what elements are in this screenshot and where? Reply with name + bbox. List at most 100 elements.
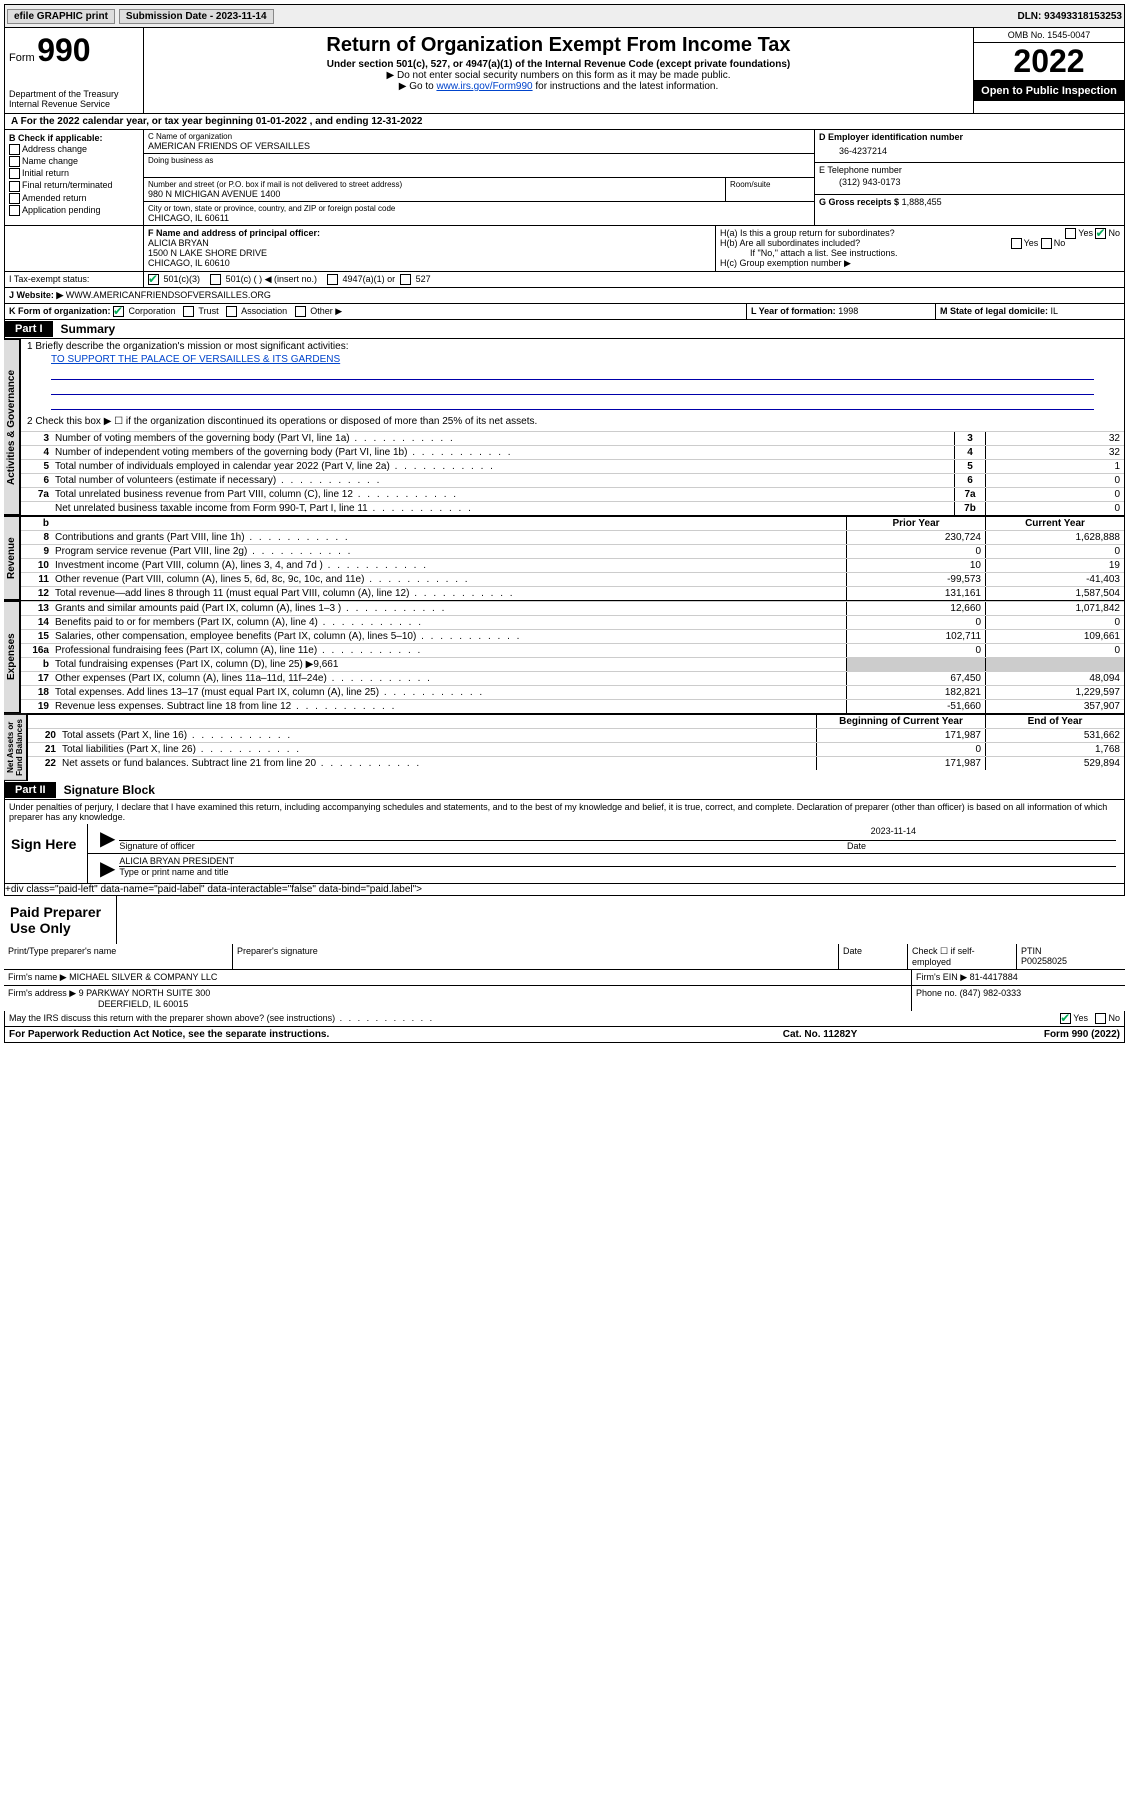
section-a: A For the 2022 calendar year, or tax yea… — [4, 114, 1125, 130]
paid-preparer: +div class="paid-left" data-name="paid-l… — [4, 884, 1125, 896]
part2-label: Part II — [5, 782, 56, 798]
chk-4947[interactable] — [327, 274, 338, 285]
h-name: Print/Type preparer's name — [4, 944, 233, 969]
vtab-governance: Activities & Governance — [4, 339, 20, 515]
efile-button[interactable]: efile GRAPHIC print — [7, 9, 115, 24]
officer-addr1: 1500 N LAKE SHORE DRIVE — [148, 248, 711, 258]
open-public: Open to Public Inspection — [974, 81, 1124, 101]
chk-other[interactable] — [295, 306, 306, 317]
m-val: IL — [1051, 306, 1059, 316]
chk-pending[interactable] — [9, 205, 20, 216]
dept-treasury: Department of the Treasury Internal Reve… — [9, 89, 139, 109]
hdr-prior: Prior Year — [846, 517, 985, 530]
summary-line: 12Total revenue—add lines 8 through 11 (… — [21, 586, 1124, 600]
chk-trust[interactable] — [183, 306, 194, 317]
summary-line: 4Number of independent voting members of… — [21, 445, 1124, 459]
l-label: L Year of formation: — [751, 306, 836, 316]
phone: (312) 943-0173 — [819, 175, 1120, 189]
firm-name-label: Firm's name ▶ — [8, 972, 67, 982]
ha: H(a) Is this a group return for subordin… — [720, 228, 1120, 238]
mission-line — [51, 367, 1094, 380]
summary-line: 7aTotal unrelated business revenue from … — [21, 487, 1124, 501]
type-label: Type or print name and title — [119, 867, 1116, 877]
officer-name: ALICIA BRYAN — [148, 238, 711, 248]
summary-line: 3Number of voting members of the governi… — [21, 431, 1124, 445]
firm-ein-label: Firm's EIN ▶ — [916, 972, 967, 982]
footer-mid: Cat. No. 11282Y — [720, 1029, 920, 1040]
l-val: 1998 — [838, 306, 858, 316]
summary-line: 11Other revenue (Part VIII, column (A), … — [21, 572, 1124, 586]
summary-line: 8Contributions and grants (Part VIII, li… — [21, 530, 1124, 544]
m-label: M State of legal domicile: — [940, 306, 1048, 316]
chk-name[interactable] — [9, 156, 20, 167]
governance-block: Activities & Governance 1 Briefly descri… — [4, 339, 1125, 516]
j-label: J Website: ▶ — [9, 290, 63, 300]
summary-line: 15Salaries, other compensation, employee… — [21, 629, 1124, 643]
header-right: OMB No. 1545-0047 2022 Open to Public In… — [973, 28, 1124, 113]
irs-link[interactable]: www.irs.gov/Form990 — [436, 81, 532, 92]
vtab-expenses: Expenses — [4, 601, 20, 713]
h-ptin: PTIN — [1021, 946, 1121, 956]
mission-line — [51, 382, 1094, 395]
ha-yes[interactable] — [1065, 228, 1076, 239]
mission-line — [51, 397, 1094, 410]
chk-amended[interactable] — [9, 193, 20, 204]
gross-label: G Gross receipts $ — [819, 197, 899, 207]
officer-name-title: ALICIA BRYAN PRESIDENT — [119, 856, 1116, 867]
h-date: Date — [839, 944, 908, 969]
sig-date: 2023-11-14 — [119, 826, 1116, 841]
form-header: Form 990 Department of the Treasury Inte… — [4, 28, 1125, 114]
officer-addr2: CHICAGO, IL 60610 — [148, 258, 711, 268]
firm-addr-label: Firm's address ▶ — [8, 988, 76, 998]
summary-line: 20Total assets (Part X, line 16)171,9875… — [28, 728, 1124, 742]
line-i: I Tax-exempt status: 501(c)(3) 501(c) ( … — [4, 272, 1125, 288]
revenue-block: Revenue b Prior Year Current Year 8Contr… — [4, 516, 1125, 601]
chk-address[interactable] — [9, 144, 20, 155]
summary-line: 9Program service revenue (Part VIII, lin… — [21, 544, 1124, 558]
header-mid: Return of Organization Exempt From Incom… — [144, 28, 973, 113]
line-k: K Form of organization: Corporation Trus… — [4, 304, 1125, 320]
gross-receipts: 1,888,455 — [902, 197, 942, 207]
date-label: Date — [847, 841, 866, 851]
h-check: Check ☐ if self-employed — [908, 944, 1017, 969]
line-j: J Website: ▶ WWW.AMERICANFRIENDSOFVERSAI… — [4, 288, 1125, 304]
arrow-icon: ▶ — [96, 856, 119, 881]
discuss-no[interactable] — [1095, 1013, 1106, 1024]
summary-line: 16aProfessional fundraising fees (Part I… — [21, 643, 1124, 657]
hb-yes[interactable] — [1011, 238, 1022, 249]
chk-501c3[interactable] — [148, 274, 159, 285]
chk-assoc[interactable] — [226, 306, 237, 317]
chk-527[interactable] — [400, 274, 411, 285]
hb-no[interactable] — [1041, 238, 1052, 249]
top-bar: efile GRAPHIC print Submission Date - 20… — [4, 4, 1125, 28]
chk-final[interactable] — [9, 181, 20, 192]
firm-ein: 81-4417884 — [970, 972, 1018, 982]
ha-no[interactable] — [1095, 228, 1106, 239]
chk-501c[interactable] — [210, 274, 221, 285]
ein: 36-4237214 — [819, 142, 1120, 160]
mission-label: 1 Briefly describe the organization's mi… — [21, 339, 1124, 354]
form-number: 990 — [37, 32, 90, 68]
submission-date: Submission Date - 2023-11-14 — [119, 9, 274, 24]
summary-line: 10Investment income (Part VIII, column (… — [21, 558, 1124, 572]
phone-label: E Telephone number — [819, 165, 1120, 175]
summary-line: 5Total number of individuals employed in… — [21, 459, 1124, 473]
org-name: AMERICAN FRIENDS OF VERSAILLES — [148, 141, 810, 151]
discuss-yes[interactable] — [1060, 1013, 1071, 1024]
h-sig: Preparer's signature — [233, 944, 839, 969]
part1-title: Summary — [53, 320, 124, 338]
dba-label: Doing business as — [148, 156, 810, 165]
netassets-block: Net Assets orFund Balances Beginning of … — [4, 714, 1125, 781]
city: CHICAGO, IL 60611 — [148, 213, 810, 223]
ptin: P00258025 — [1021, 956, 1121, 966]
chk-corp[interactable] — [113, 306, 124, 317]
omb-number: OMB No. 1545-0047 — [974, 28, 1124, 43]
summary-line: 13Grants and similar amounts paid (Part … — [21, 601, 1124, 615]
mission: TO SUPPORT THE PALACE OF VERSAILLES & IT… — [51, 354, 1094, 365]
firm-addr1: 9 PARKWAY NORTH SUITE 300 — [79, 988, 211, 998]
dln: DLN: 93493318153253 — [1017, 11, 1122, 22]
paid-phone-label: Phone no. — [916, 988, 957, 998]
chk-initial[interactable] — [9, 168, 20, 179]
form-title: Return of Organization Exempt From Incom… — [148, 34, 969, 57]
header-left: Form 990 Department of the Treasury Inte… — [5, 28, 144, 113]
